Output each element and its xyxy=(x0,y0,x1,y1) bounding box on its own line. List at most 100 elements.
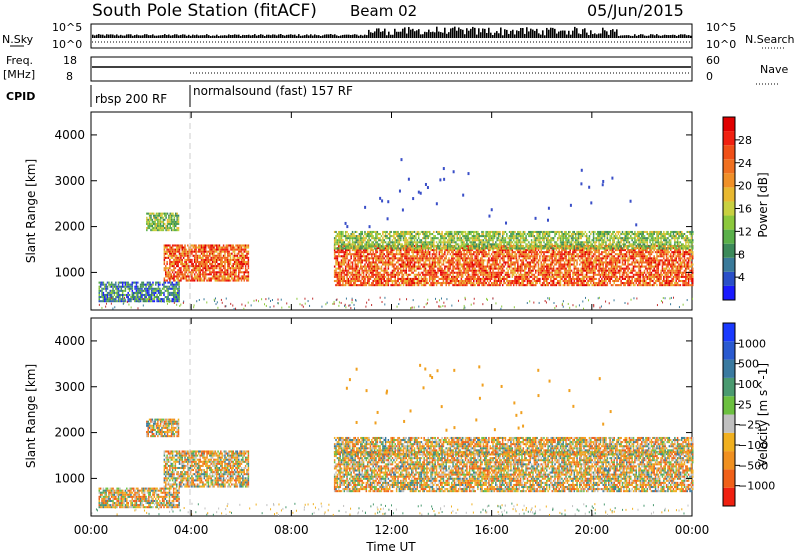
data-cell xyxy=(246,277,248,280)
data-cell xyxy=(178,246,181,249)
data-cell xyxy=(482,271,485,274)
data-cell xyxy=(202,248,204,251)
data-cell xyxy=(490,267,493,270)
data-cell xyxy=(163,281,165,284)
freq-tick-bottom: 8 xyxy=(66,70,73,83)
data-cell xyxy=(188,279,190,282)
data-cell xyxy=(159,216,162,219)
data-cell xyxy=(426,282,428,285)
data-cell xyxy=(343,275,346,278)
data-cell xyxy=(338,271,340,274)
data-cell xyxy=(365,284,368,287)
data-cell xyxy=(592,259,595,262)
data-cell xyxy=(479,251,482,254)
sky-count-bar xyxy=(110,34,112,38)
data-cell xyxy=(177,218,180,221)
data-cell xyxy=(565,279,567,283)
data-cell xyxy=(413,284,416,287)
data-cell xyxy=(350,246,352,250)
data-cell xyxy=(180,279,182,282)
data-cell xyxy=(207,250,210,253)
data-cell xyxy=(539,282,541,285)
data-cell xyxy=(426,279,428,283)
data-cell xyxy=(368,259,370,262)
data-cell xyxy=(404,269,406,272)
data-cell xyxy=(360,259,362,262)
data-cell xyxy=(427,259,430,262)
data-cell xyxy=(146,293,149,297)
data-cell xyxy=(383,267,385,270)
data-cell xyxy=(585,261,588,264)
data-cell xyxy=(426,259,428,262)
data-cell xyxy=(448,282,450,285)
data-cell xyxy=(380,251,383,254)
data-cell xyxy=(576,261,578,264)
data-cell xyxy=(525,257,527,260)
data-cell xyxy=(157,300,160,303)
sky-count-bar xyxy=(546,27,548,38)
data-cell xyxy=(358,279,361,283)
data-cell xyxy=(199,267,201,270)
data-cell xyxy=(169,218,172,221)
data-cell xyxy=(599,259,602,262)
data-cell xyxy=(229,256,232,259)
data-cell xyxy=(343,259,346,262)
data-cell xyxy=(594,282,596,285)
data-cell xyxy=(568,263,570,266)
sky-count-bar xyxy=(150,35,152,38)
data-cell xyxy=(409,261,412,264)
data-cell xyxy=(464,257,467,260)
data-cell xyxy=(446,282,449,285)
sky-count-bar xyxy=(286,34,288,38)
data-cell xyxy=(224,263,226,266)
sky-count-bar xyxy=(666,35,668,38)
data-cell xyxy=(177,281,179,284)
data-cell xyxy=(361,261,363,264)
data-cell xyxy=(561,265,563,268)
data-cell xyxy=(198,260,200,264)
data-cell xyxy=(398,253,401,256)
data-cell xyxy=(501,269,504,272)
data-cell xyxy=(489,249,492,252)
sky-count-bar xyxy=(242,34,244,38)
data-cell xyxy=(433,251,435,254)
data-cell xyxy=(592,267,595,270)
data-cell xyxy=(544,261,547,264)
data-cell xyxy=(530,282,533,285)
data-cell xyxy=(175,229,177,232)
data-cell xyxy=(470,255,472,258)
data-cell xyxy=(529,267,531,270)
data-cell xyxy=(423,277,425,280)
data-cell xyxy=(235,254,237,257)
data-cell xyxy=(587,261,589,264)
data-cell xyxy=(127,296,129,299)
data-cell xyxy=(445,255,447,258)
data-cell xyxy=(351,249,354,252)
data-cell xyxy=(598,267,600,270)
sky-count-bar xyxy=(316,35,318,38)
sky-count-bar xyxy=(368,29,370,38)
data-cell xyxy=(570,284,573,287)
data-cell xyxy=(150,298,153,301)
data-cell xyxy=(543,257,545,260)
data-cell xyxy=(221,248,223,251)
data-cell xyxy=(463,263,465,266)
data-cell xyxy=(596,246,599,250)
data-cell xyxy=(591,275,593,278)
data-cell xyxy=(174,296,176,299)
data-cell xyxy=(173,260,175,264)
data-cell xyxy=(98,287,101,290)
data-cell xyxy=(570,269,573,272)
data-cell xyxy=(390,257,392,260)
data-cell xyxy=(495,251,497,254)
data-cell xyxy=(220,258,222,261)
data-cell xyxy=(590,249,592,252)
data-cell xyxy=(170,260,173,264)
data-cell xyxy=(484,273,486,276)
data-cell xyxy=(377,284,380,287)
data-cell xyxy=(148,224,151,228)
data-cell xyxy=(130,285,132,288)
data-cell xyxy=(526,271,529,274)
data-cell xyxy=(599,269,602,272)
data-cell xyxy=(167,248,170,251)
